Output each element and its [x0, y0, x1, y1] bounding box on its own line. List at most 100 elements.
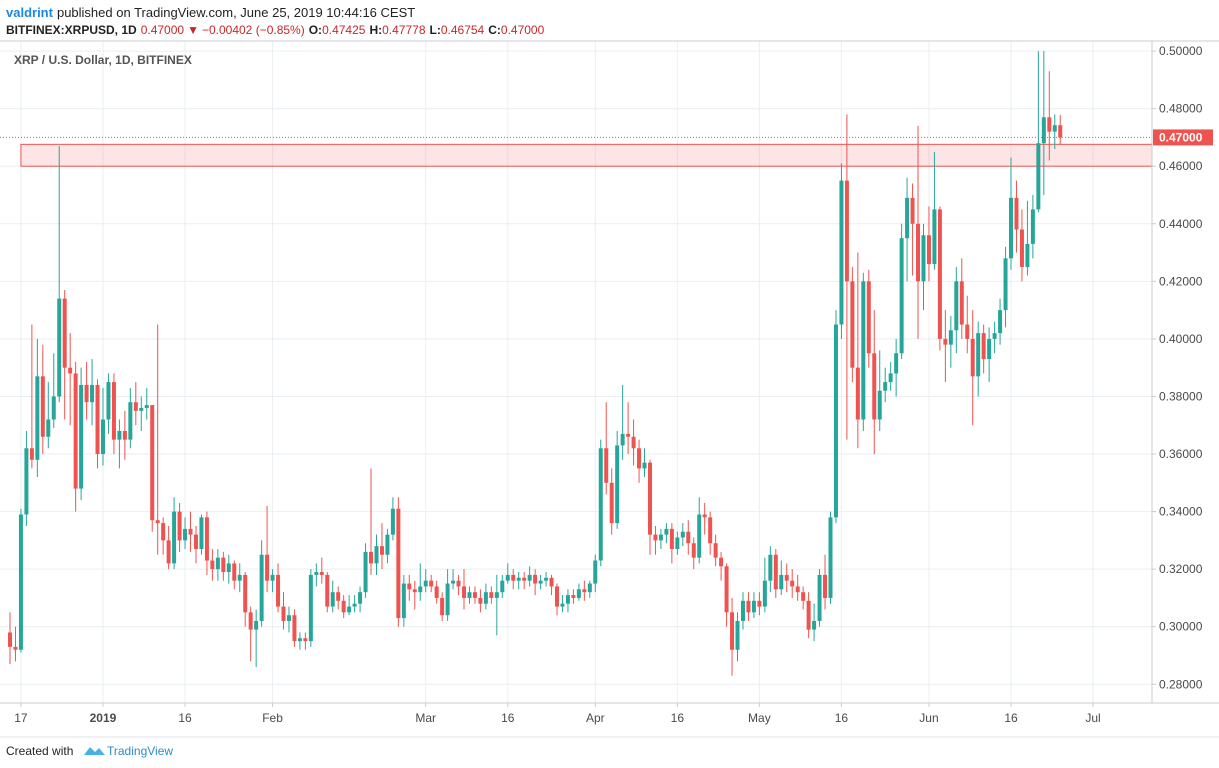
candle-body	[740, 600, 745, 621]
y-tick-label: 0.42000	[1159, 274, 1203, 288]
candle-body	[576, 589, 581, 598]
x-tick-label: Jul	[1085, 711, 1100, 725]
footer-brand[interactable]: TradingView	[107, 744, 173, 758]
candle-body	[166, 540, 171, 564]
candle-body	[675, 537, 680, 550]
candle-body	[358, 592, 363, 604]
candle-body	[773, 554, 778, 590]
l-label: L:	[430, 23, 441, 37]
candle-body	[998, 310, 1003, 334]
o-label: O:	[309, 23, 322, 37]
candle-body	[456, 580, 461, 587]
candle-body	[363, 551, 368, 593]
candle-body	[812, 620, 817, 630]
x-tick-label: Mar	[415, 711, 436, 725]
candle-body	[434, 586, 439, 598]
last: 0.47000	[141, 23, 185, 37]
candle-body	[730, 612, 735, 650]
symbol-line: BITFINEX:XRPUSD, 1D 0.47000 ▼ −0.00402 (−0.…	[6, 23, 545, 37]
candle-body	[560, 603, 565, 607]
candle-body	[95, 384, 100, 455]
candle-body	[18, 514, 23, 650]
candle-body	[549, 577, 554, 587]
y-tick-label: 0.34000	[1159, 505, 1203, 519]
candle-body	[292, 615, 297, 642]
candle-body	[746, 600, 751, 613]
candle-body	[844, 180, 849, 282]
y-tick-label: 0.46000	[1159, 159, 1203, 173]
candle-body	[937, 209, 942, 339]
candle-body	[910, 197, 915, 224]
candle-body	[894, 353, 899, 374]
candle-body	[336, 592, 341, 601]
candle-body	[57, 298, 62, 397]
legend: XRP / U.S. Dollar, 1D, BITFINEX	[14, 53, 192, 67]
candle-body	[932, 209, 937, 265]
candle-body	[631, 436, 636, 449]
author[interactable]: valdrint	[6, 5, 54, 20]
candle-body	[1030, 209, 1035, 244]
logo	[84, 747, 105, 755]
candle-body	[544, 577, 549, 581]
candle-body	[248, 612, 253, 630]
candle-body	[653, 534, 658, 541]
candle-body	[883, 382, 888, 391]
candle-body	[626, 433, 631, 437]
candle-body	[511, 574, 516, 581]
x-tick-label: 16	[501, 711, 515, 725]
candle-body	[697, 514, 702, 558]
candle-body	[68, 367, 73, 374]
candle-body	[40, 376, 45, 437]
x-tick-label: Apr	[586, 711, 605, 725]
plot	[0, 51, 1152, 676]
candle-body	[73, 373, 78, 489]
candle-body	[833, 324, 838, 518]
candle-body	[970, 338, 975, 377]
candle-body	[62, 298, 67, 368]
resistance-zone	[20, 143, 1152, 167]
candle-body	[1036, 143, 1041, 210]
y-tick-label: 0.36000	[1159, 447, 1203, 461]
candle-body	[888, 373, 893, 383]
y-tick-label: 0.32000	[1159, 562, 1203, 576]
candle-body	[270, 574, 275, 581]
o: 0.47425	[322, 23, 366, 37]
candle-body	[254, 620, 259, 630]
candle-body	[784, 574, 789, 581]
candle-body	[188, 528, 193, 535]
candle-body	[478, 597, 483, 604]
candle-body	[658, 534, 663, 541]
candle-body	[987, 338, 992, 360]
x-tick-label: 2019	[90, 711, 117, 725]
candle-body	[139, 407, 144, 411]
y-tick-label: 0.38000	[1159, 389, 1203, 403]
candle-body	[1009, 197, 1014, 259]
candle-body	[210, 560, 215, 570]
candle-body	[418, 586, 423, 593]
candle-body	[713, 543, 718, 558]
candle-body	[965, 324, 970, 339]
candle-body	[401, 583, 406, 619]
candle-body	[757, 600, 762, 607]
candle-body	[582, 589, 587, 593]
footer-text: Created with	[6, 744, 73, 758]
candle-body	[472, 592, 477, 598]
candle-body	[374, 546, 379, 564]
candle-body	[8, 632, 12, 647]
candle-body	[489, 592, 494, 598]
axes: 0.28000 0.30000 0.32000 0.34000 0.36000 0.380…	[14, 44, 1213, 725]
candle-body	[325, 574, 330, 607]
candle-body	[379, 546, 384, 555]
candle-body	[29, 448, 34, 460]
candle-body	[719, 557, 724, 567]
candle-body	[533, 574, 538, 584]
candle-body	[483, 592, 488, 604]
candle-body	[100, 419, 105, 455]
header-line: valdrint published on TradingView.com, Ju…	[6, 5, 415, 20]
candle-body	[565, 595, 570, 604]
candle-body	[981, 333, 986, 360]
y-tick-label: 0.30000	[1159, 620, 1203, 634]
candle-body	[117, 431, 122, 440]
